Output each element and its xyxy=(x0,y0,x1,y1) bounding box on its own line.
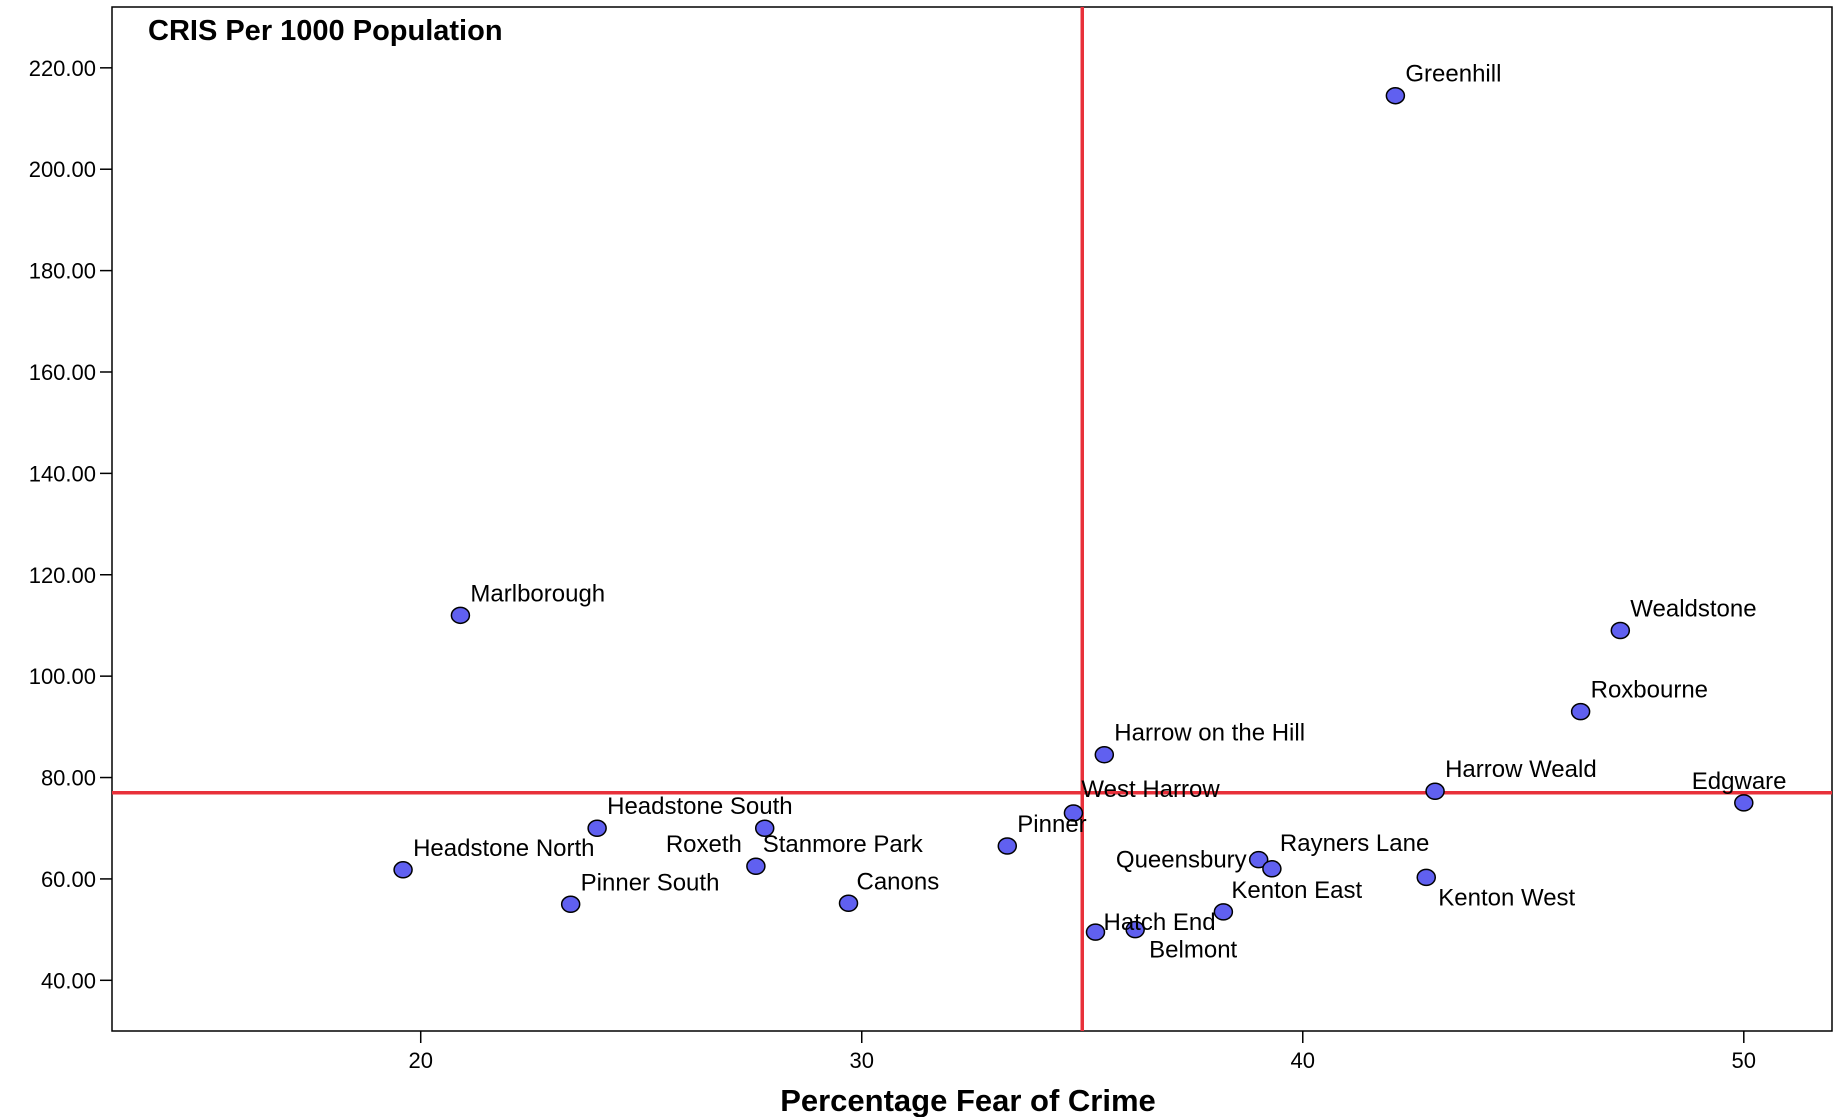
data-point xyxy=(1248,850,1269,869)
data-points xyxy=(393,86,1754,941)
y-tick-label: 220.00 xyxy=(29,56,96,81)
data-point xyxy=(393,861,413,879)
data-point xyxy=(746,857,766,875)
data-point-label: Stanmore Park xyxy=(763,831,924,858)
data-point xyxy=(1262,860,1282,878)
data-point-label: Harrow on the Hill xyxy=(1114,720,1305,747)
data-point-label: Roxeth xyxy=(666,831,742,858)
data-point-label: Kenton East xyxy=(1231,877,1362,904)
x-axis-label: Percentage Fear of Crime xyxy=(780,1083,1156,1117)
data-point xyxy=(1085,923,1106,941)
y-tick-label: 100.00 xyxy=(29,664,96,689)
data-point xyxy=(1610,621,1631,640)
y-tick-label: 140.00 xyxy=(29,461,96,486)
chart-title: CRIS Per 1000 Population xyxy=(148,15,503,47)
data-point-label: Harrow Weald xyxy=(1445,756,1597,783)
data-point-label: Queensbury xyxy=(1116,847,1247,874)
data-point-label: Greenhill xyxy=(1405,61,1501,88)
y-tick-label: 60.00 xyxy=(41,867,96,892)
data-point xyxy=(1063,804,1084,822)
data-point-label: Kenton West xyxy=(1438,884,1575,911)
data-point xyxy=(1213,903,1234,921)
data-point-label: Pinner xyxy=(1017,811,1086,838)
data-point xyxy=(1094,745,1115,764)
data-point xyxy=(754,819,775,837)
data-point-label: Roxbourne xyxy=(1591,677,1708,704)
y-tick-label: 40.00 xyxy=(41,968,96,993)
data-point-label: Belmont xyxy=(1149,937,1237,964)
x-tick-label: 30 xyxy=(850,1048,874,1073)
data-point-label: Headstone North xyxy=(413,835,594,862)
data-point xyxy=(838,894,859,913)
data-point xyxy=(1734,794,1754,812)
data-point xyxy=(1125,920,1145,939)
data-point-label: West Harrow xyxy=(1081,776,1220,803)
x-tick-label: 20 xyxy=(408,1048,432,1073)
data-point xyxy=(1425,782,1445,800)
data-point xyxy=(997,837,1018,855)
point-labels: Greenhill Marlborough Wealdstone Roxbourne H… xyxy=(413,61,1786,964)
data-point-label: Hatch End xyxy=(1103,909,1215,936)
data-point-label: Rayners Lane xyxy=(1280,830,1429,857)
data-point xyxy=(1385,86,1406,105)
y-tick-label: 160.00 xyxy=(29,360,96,385)
y-tick-label: 80.00 xyxy=(41,766,96,791)
reference-lines xyxy=(112,7,1832,1031)
data-point xyxy=(560,895,581,914)
data-point xyxy=(1570,702,1591,721)
y-axis: 40.00 60.00 80.00 100.00 120.00 140.00 160.00 1… xyxy=(29,56,112,993)
plot-area-frame xyxy=(111,6,1833,1032)
x-axis: 20 30 40 50 xyxy=(408,1031,1756,1073)
data-point xyxy=(450,606,471,625)
data-point-label: Headstone South xyxy=(607,793,792,820)
data-point xyxy=(1416,868,1437,887)
data-point-label: Edgware xyxy=(1692,768,1787,795)
data-point xyxy=(587,819,607,837)
data-point-label: Wealdstone xyxy=(1630,596,1756,623)
x-tick-label: 40 xyxy=(1291,1048,1315,1073)
y-tick-label: 120.00 xyxy=(29,563,96,588)
y-tick-label: 180.00 xyxy=(29,259,96,284)
data-point-label: Canons xyxy=(857,868,940,895)
data-point-label: Marlborough xyxy=(470,580,605,607)
y-tick-label: 200.00 xyxy=(29,157,96,182)
data-point-label: Pinner South xyxy=(581,869,720,896)
x-tick-label: 50 xyxy=(1732,1048,1756,1073)
